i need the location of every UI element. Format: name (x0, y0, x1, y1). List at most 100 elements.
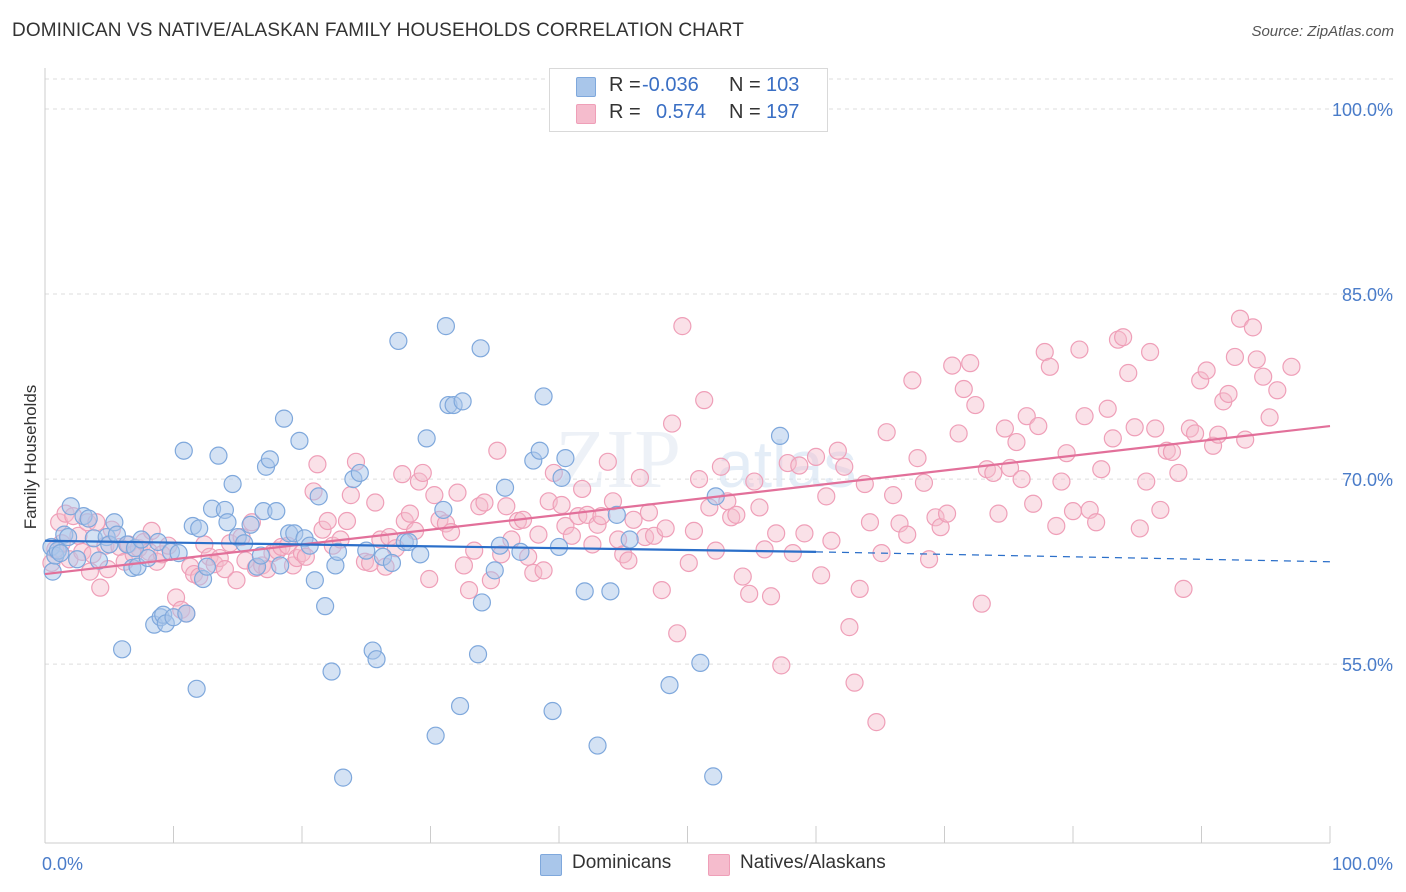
trend-lines (44, 424, 1331, 576)
natives-alaskans-point (1092, 460, 1111, 479)
natives-alaskans-point (583, 535, 602, 554)
dominicans-point (556, 449, 575, 468)
dominicans-point (267, 502, 286, 521)
natives-alaskans-point (598, 452, 617, 471)
natives-alaskans-point (556, 516, 575, 536)
legend-swatch-pink (576, 104, 596, 124)
natives-alaskans-point (1087, 513, 1106, 532)
chart-title: DOMINICAN VS NATIVE/ALASKAN FAMILY HOUSE… (12, 20, 744, 41)
natives-alaskans-point (1103, 429, 1122, 448)
dominicans-point (468, 645, 488, 664)
dominicans-point (132, 530, 151, 549)
natives-alaskans-point (727, 505, 746, 524)
natives-alaskans-point (529, 525, 548, 544)
y-axis-label: Family Households (21, 385, 40, 530)
natives-alaskans-point (420, 569, 439, 589)
natives-alaskans-point (740, 584, 759, 603)
dominicans-point (223, 474, 242, 494)
natives-alaskans-point (850, 579, 869, 598)
natives-alaskans-point (337, 511, 357, 531)
natives-alaskans-point (761, 587, 781, 606)
dominicans-point (543, 701, 562, 721)
natives-alaskans-point (1203, 436, 1223, 455)
bottom-legend-swatch-pink (708, 854, 730, 876)
dominicans-point (112, 640, 132, 659)
natives-alaskans-point (972, 594, 991, 613)
natives-alaskans-point (1151, 500, 1170, 520)
natives-alaskans-point (750, 498, 769, 517)
legend-r-value: -0.036 (642, 74, 699, 96)
natives-alaskans-point (845, 673, 864, 692)
dominicans-point (511, 542, 530, 561)
natives-alaskans-point (903, 371, 922, 390)
dominicans-point (174, 441, 193, 460)
dominicans-point (51, 544, 70, 563)
natives-alaskans-point (639, 503, 659, 522)
natives-alaskans-point (1012, 469, 1031, 489)
natives-alaskans-point (883, 486, 903, 505)
dominicans-point (89, 551, 109, 570)
dominicans-point (620, 530, 639, 549)
dominicans-point (316, 597, 335, 616)
natives-alaskans-point (366, 493, 385, 512)
dominicans-point (490, 536, 509, 555)
dominicans-point (190, 519, 209, 538)
natives-alaskans-point (767, 524, 786, 543)
natives-alaskans-point (393, 465, 412, 484)
natives-alaskans-point (937, 504, 957, 523)
dominicans-point (434, 500, 453, 520)
legend-n-value: 103 (766, 74, 800, 96)
natives-alaskans-point (1052, 472, 1071, 491)
dominicans-point (607, 505, 626, 524)
natives-alaskans-point (745, 472, 764, 491)
natives-alaskans-point (448, 483, 467, 502)
dominicans-point (704, 767, 723, 786)
natives-alaskans-point (656, 519, 675, 538)
natives-alaskans-point (790, 456, 809, 475)
dominicans-point (549, 537, 569, 557)
legend-box: R = -0.036 N = 103 R = 0.574 N = 197 (549, 68, 828, 132)
dominicans-point (530, 441, 549, 460)
dominicans-point (334, 768, 353, 787)
dominicans-point (417, 429, 436, 448)
dominicans-trend-extension (815, 551, 1331, 563)
natives-alaskans-point (1191, 371, 1210, 390)
natives-alaskans-point (812, 566, 831, 585)
natives-alaskans-point (1130, 519, 1149, 538)
legend-r-label: R = (609, 74, 641, 96)
bottom-legend-label: Dominicans (572, 852, 672, 873)
natives-alaskans-point (1125, 418, 1144, 437)
dominicans-point (411, 545, 430, 564)
natives-alaskans-point (1017, 407, 1036, 426)
natives-alaskans-point (1268, 381, 1287, 400)
natives-alaskans-point (313, 520, 332, 539)
natives-alaskans-point (822, 531, 841, 550)
natives-alaskans-point (662, 414, 682, 433)
y-tick-label: 85.0% (1342, 285, 1393, 305)
natives-alaskans-point (562, 526, 581, 545)
natives-alaskans-point (1197, 361, 1216, 380)
natives-alaskans-point (1029, 416, 1048, 436)
natives-alaskans-point (673, 317, 692, 336)
dominicans-point (450, 696, 470, 716)
natives-alaskans-point (711, 457, 731, 476)
dominicans-point (209, 446, 228, 465)
tick-labels: 55.0% 70.0% 85.0% 100.0% 0.0% 100.0% (42, 100, 1393, 874)
natives-alaskans-point (1260, 408, 1279, 427)
dominicans-point (59, 527, 78, 547)
dominicans-point (274, 409, 294, 428)
dominicans-point (495, 478, 515, 497)
natives-alaskans-point (1140, 342, 1160, 362)
natives-alaskans-point (954, 379, 973, 399)
y-tick-label: 55.0% (1342, 655, 1393, 675)
natives-alaskans-point (867, 713, 886, 732)
natives-alaskans-point (1230, 309, 1250, 328)
x-tick-label: 0.0% (42, 854, 83, 874)
natives-alaskans-point (877, 423, 896, 442)
dominicans-point (260, 450, 279, 469)
natives-alaskans-point (652, 581, 671, 600)
dominicans-points (42, 317, 790, 787)
dominicans-point (453, 392, 472, 411)
watermark-zip: ZIP (555, 413, 681, 506)
